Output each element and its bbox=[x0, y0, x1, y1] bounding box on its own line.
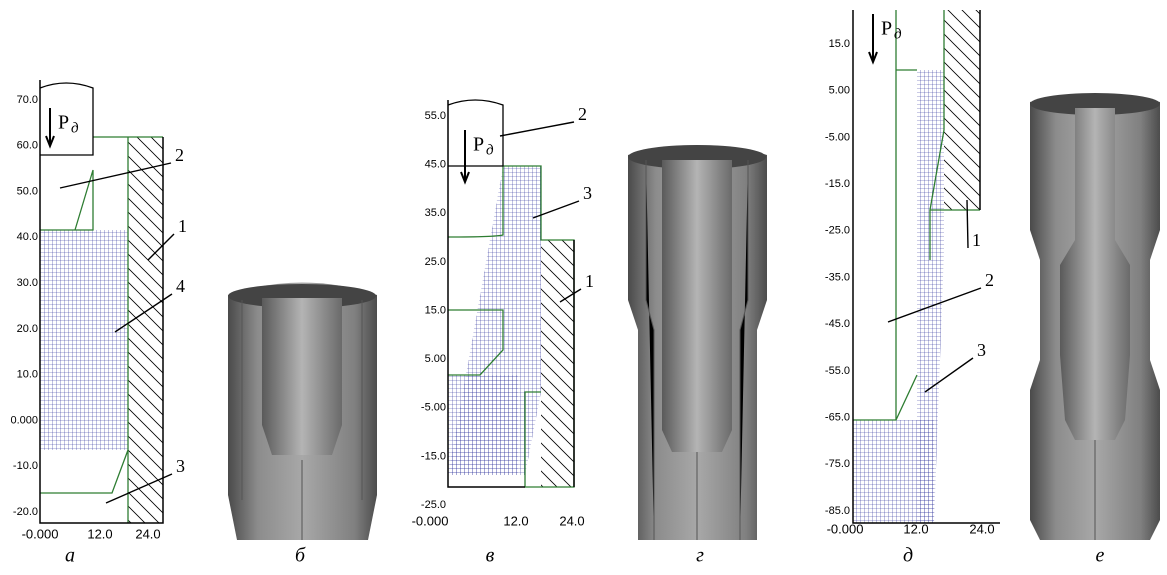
y-tick-label: -25.0 bbox=[825, 225, 850, 237]
caption: а bbox=[65, 545, 75, 567]
render-f bbox=[1030, 93, 1160, 540]
y-tick-label: 30.0 bbox=[17, 277, 38, 289]
y-tick-label: -65.0 bbox=[825, 412, 850, 424]
simulation-c bbox=[447, 99, 575, 488]
force-symbol: P bbox=[881, 18, 892, 40]
x-tick-label: -0.000 bbox=[412, 513, 449, 528]
x-tick-label: 12.0 bbox=[503, 513, 528, 528]
y-tick-label: -75.0 bbox=[825, 458, 850, 470]
x-tick-label: 12.0 bbox=[87, 526, 112, 541]
y-tick-label: -15.0 bbox=[825, 178, 850, 190]
leader-line bbox=[924, 357, 974, 393]
leader-line bbox=[59, 162, 172, 189]
leader-line bbox=[105, 473, 173, 504]
y-tick-label: 50.0 bbox=[17, 185, 38, 197]
y-tick-label: 55.0 bbox=[425, 110, 446, 122]
y-tick-label: -5.00 bbox=[825, 131, 850, 143]
y-tick-label: 5.00 bbox=[829, 85, 850, 97]
y-tick-label: 35.0 bbox=[425, 207, 446, 219]
leader-line bbox=[147, 233, 175, 261]
y-tick-label: 70.0 bbox=[17, 94, 38, 106]
force-arrow bbox=[868, 14, 878, 65]
y-tick-label: 15.0 bbox=[829, 38, 850, 50]
render-d bbox=[628, 145, 767, 540]
callout-label: 3 bbox=[176, 456, 185, 476]
y-tick-label: -10.0 bbox=[13, 460, 38, 472]
y-tick-label: 20.0 bbox=[17, 323, 38, 335]
callout-label: 1 bbox=[972, 230, 981, 250]
y-tick-label: 25.0 bbox=[425, 256, 446, 268]
y-tick-label: 15.0 bbox=[425, 304, 446, 316]
y-tick-label: 10.0 bbox=[17, 369, 38, 381]
force-subscript: д bbox=[71, 120, 79, 136]
force-symbol: P bbox=[473, 134, 484, 156]
y-tick-label: -15.0 bbox=[421, 450, 446, 462]
callout-label: 1 bbox=[585, 271, 594, 291]
leader-line bbox=[887, 287, 982, 323]
y-tick-label: -25.0 bbox=[421, 499, 446, 511]
force-subscript: д bbox=[894, 26, 902, 42]
leader-line bbox=[966, 199, 969, 249]
x-tick-label: 24.0 bbox=[969, 521, 994, 536]
leader-line bbox=[532, 200, 580, 219]
force-symbol: P bbox=[58, 112, 69, 134]
y-tick-label: 5.00 bbox=[425, 353, 446, 365]
simulation-e bbox=[852, 10, 1000, 524]
y-tick-label: 60.0 bbox=[17, 140, 38, 152]
x-tick-label: -0.000 bbox=[22, 526, 59, 541]
callout-label: 3 bbox=[977, 340, 986, 360]
y-tick-label: 40.0 bbox=[17, 231, 38, 243]
leader-line bbox=[114, 293, 173, 333]
y-tick-label: -55.0 bbox=[825, 365, 850, 377]
force-subscript: д bbox=[486, 142, 494, 158]
callout-label: 2 bbox=[985, 270, 994, 290]
y-tick-label: -85.0 bbox=[825, 505, 850, 517]
x-tick-label: 24.0 bbox=[135, 526, 160, 541]
caption: г bbox=[696, 545, 704, 567]
simulation-a bbox=[39, 80, 164, 524]
callout-label: 2 bbox=[578, 104, 587, 124]
callout-label: 4 bbox=[176, 276, 185, 296]
caption: в bbox=[486, 545, 495, 567]
leader-line bbox=[559, 288, 582, 303]
y-tick-label: 45.0 bbox=[425, 159, 446, 171]
caption: б bbox=[295, 545, 306, 567]
callout-label: 1 bbox=[178, 216, 187, 236]
y-tick-label: -5.00 bbox=[421, 402, 446, 414]
y-tick-label: 0.000 bbox=[10, 414, 38, 426]
render-b bbox=[228, 282, 377, 540]
y-tick-label: -35.0 bbox=[825, 271, 850, 283]
callout-label: 3 bbox=[583, 183, 592, 203]
y-tick-label: -45.0 bbox=[825, 318, 850, 330]
callout-label: 2 bbox=[175, 145, 184, 165]
force-arrow bbox=[460, 130, 470, 185]
x-tick-label: 12.0 bbox=[903, 521, 928, 536]
force-arrow bbox=[45, 108, 55, 149]
leader-line bbox=[499, 121, 575, 137]
x-tick-label: 24.0 bbox=[559, 513, 584, 528]
caption: е bbox=[1096, 545, 1105, 567]
caption: д bbox=[903, 545, 913, 567]
x-tick-label: -0.000 bbox=[827, 521, 864, 536]
y-tick-label: -20.0 bbox=[13, 506, 38, 518]
